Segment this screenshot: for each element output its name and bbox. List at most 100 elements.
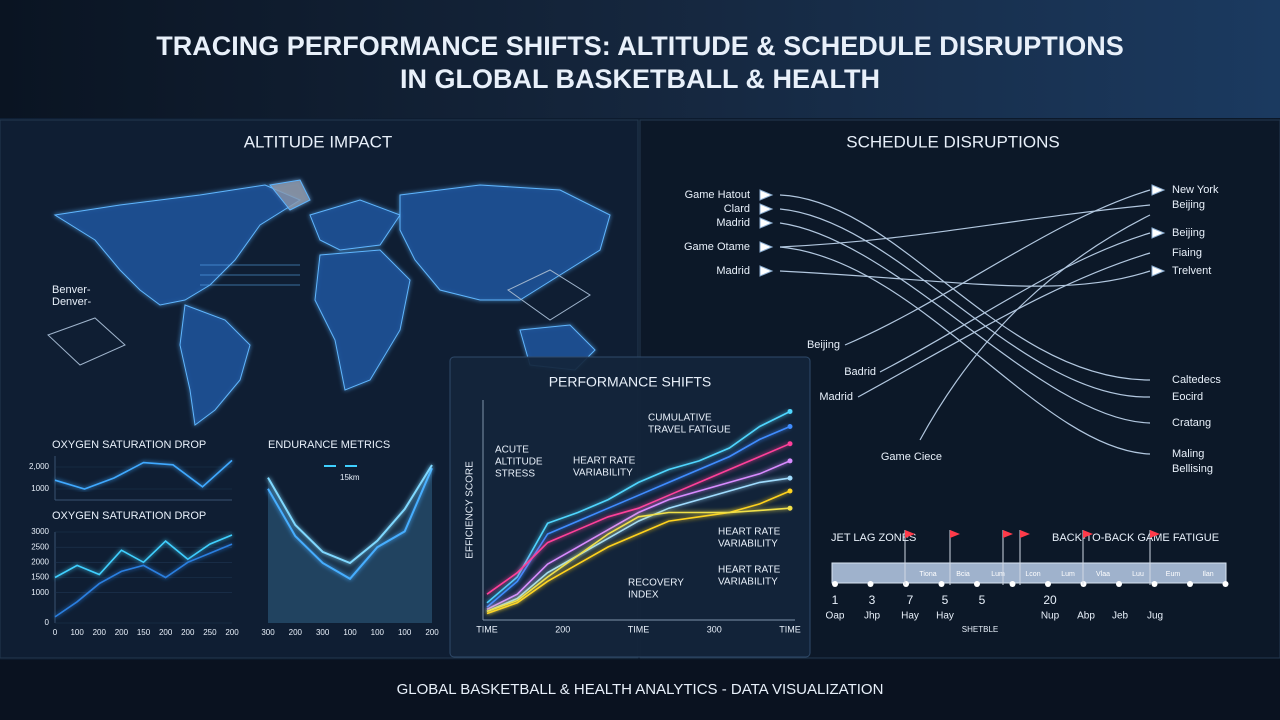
x-tick-label: 300 (707, 624, 722, 634)
timeline-dot (1009, 581, 1016, 587)
flight-path (779, 222, 1151, 424)
performance-panel (449, 356, 811, 658)
plane (759, 203, 774, 215)
timeline-note: SHETBLE (962, 625, 998, 634)
legend-text: 15km (340, 473, 360, 482)
line (54, 534, 233, 579)
line (486, 507, 791, 613)
end-dot (787, 424, 793, 429)
timeline-dot (1222, 581, 1229, 587)
x-tick-label: 300 (261, 628, 275, 637)
line (54, 543, 233, 618)
flight-path (844, 189, 1151, 346)
city-label: Game Otame (684, 241, 750, 253)
plane-icons (759, 184, 1166, 277)
y-tick-label: 0 (45, 618, 50, 627)
annotation: ACUTE (495, 445, 529, 456)
timeline-number: 7 (907, 593, 914, 607)
annotation: VARIABILITY (718, 577, 778, 588)
x-tick-label: 100 (398, 628, 412, 637)
segment-label: Vlaa (1096, 571, 1110, 578)
area (268, 465, 432, 623)
map-label: Benver- (52, 284, 91, 296)
end-dot (787, 488, 793, 494)
timeline-dot (938, 581, 945, 587)
map-label: Denver- (52, 296, 91, 308)
x-tick-label: 200 (289, 628, 303, 637)
timeline-dot (1187, 581, 1193, 587)
area (268, 468, 432, 623)
segment-label: Ilan (1202, 571, 1213, 578)
x-tick-label: 200 (93, 628, 107, 637)
x-tick-label: TIME (779, 624, 801, 634)
city-label: Madrid (716, 217, 750, 229)
city-label: Caltedecs (1172, 374, 1221, 386)
segment-label: Lum (1061, 571, 1075, 578)
footer-text: GLOBAL BASKETBALL & HEALTH ANALYTICS - D… (397, 681, 884, 698)
footer-band (0, 660, 1280, 720)
y-tick-label: 3000 (31, 527, 49, 536)
annotation: VARIABILITY (573, 468, 633, 479)
plane (759, 189, 774, 201)
line (486, 490, 791, 615)
annotation: TRAVEL FATIGUE (648, 425, 731, 436)
timeline-month: Hay (936, 611, 954, 622)
x-tick-label: 200 (425, 628, 439, 637)
chart-title: PERFORMANCE SHIFTS (549, 374, 712, 390)
city-label: Game Ciece (881, 451, 942, 463)
africa (314, 249, 411, 391)
flag (950, 530, 960, 538)
annotation: RECOVERY (628, 578, 684, 589)
chart-title: OXYGEN SATURATION DROP (52, 439, 206, 451)
timeline-month: Jeb (1112, 611, 1129, 622)
europe (309, 199, 401, 251)
flight-paths (779, 189, 1151, 455)
city-label: New York (1172, 184, 1219, 196)
timeline-month: Abp (1077, 611, 1095, 622)
flight-path (879, 232, 1151, 373)
title-line: TRACING PERFORMANCE SHIFTS: ALTITUDE & S… (156, 31, 1124, 61)
chart-title: OXYGEN SATURATION DROP (52, 510, 206, 522)
timeline-dot (1045, 581, 1051, 587)
flag (1020, 530, 1030, 538)
timeline-dot (1151, 581, 1158, 587)
timeline-month: Jhp (864, 611, 881, 622)
timeline-dot (974, 581, 980, 587)
asia (399, 184, 611, 301)
y-tick-label: 2500 (31, 542, 49, 551)
timeline-dot (1116, 581, 1122, 587)
line (486, 425, 791, 608)
flight-path (779, 208, 1151, 398)
title-line: IN GLOBAL BASKETBALL & HEALTH (400, 64, 880, 94)
city-label: Game Hatout (685, 189, 750, 201)
annotation: ALTITUDE (495, 457, 543, 468)
city-label: Madrid (819, 391, 853, 403)
flight-path (779, 246, 1151, 455)
city-label: Trelvent (1172, 265, 1211, 277)
city-label: Beijing (1172, 227, 1205, 239)
segment-label: Lcon (1025, 571, 1040, 578)
x-tick-label: 200 (159, 628, 173, 637)
annotation: HEART RATE (718, 565, 781, 576)
x-tick-label: 200 (181, 628, 195, 637)
annotation: VARIABILITY (718, 539, 778, 550)
segment-label: Eum (1166, 571, 1181, 578)
plane (1151, 227, 1166, 239)
annotation: INDEX (628, 590, 659, 601)
y-tick-label: 1500 (31, 573, 49, 582)
timeline-number: 5 (979, 593, 986, 607)
line (267, 464, 433, 565)
segment-label: Tiona (919, 571, 936, 578)
greenland (269, 179, 311, 211)
end-dot (787, 505, 793, 511)
timeline-month: Hay (901, 611, 919, 622)
timeline-label: BACK-TO-BACK GAME FATIGUE (1052, 532, 1219, 544)
plane (759, 265, 774, 277)
x-tick-label: 100 (371, 628, 385, 637)
court-icon (47, 317, 126, 366)
line (486, 410, 791, 604)
chart-title: ENDURANCE METRICS (268, 439, 390, 451)
city-label: Badrid (844, 366, 876, 378)
x-tick-label: 200 (225, 628, 239, 637)
